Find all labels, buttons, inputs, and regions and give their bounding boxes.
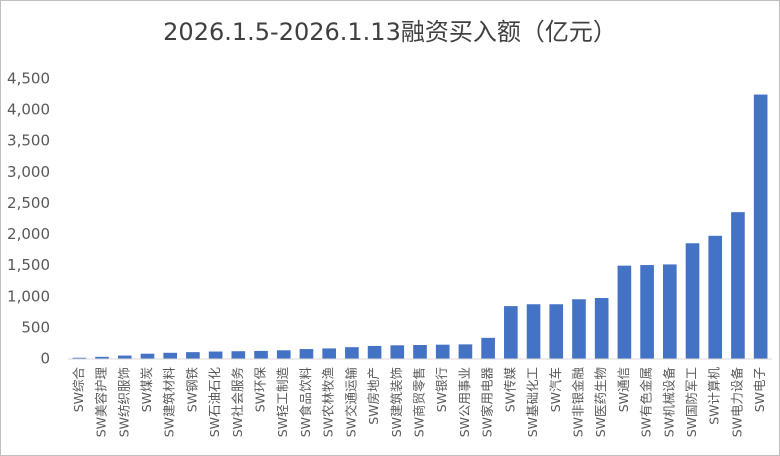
x-tick-label: SW医药生物: [593, 367, 608, 437]
bar: [685, 243, 700, 359]
bar: [390, 345, 405, 359]
x-tick-label: SW轻工制造: [275, 367, 290, 438]
x-tick-label: SW环保: [253, 367, 268, 413]
y-tick-label: 1,500: [7, 256, 50, 274]
x-tick-label: SW家用电器: [480, 367, 495, 438]
x-tick-label: SW商贸零售: [412, 367, 427, 437]
x-tick-label: SW通信: [616, 367, 631, 412]
x-tick-label: SW纺织服饰: [116, 367, 131, 437]
x-tick-label: SW农林牧渔: [321, 367, 336, 437]
bar: [572, 299, 586, 359]
y-tick-label: 2,500: [7, 194, 50, 212]
bar: [753, 94, 768, 360]
bar: [617, 265, 632, 359]
x-tick-label: SW社会服务: [230, 367, 245, 437]
x-tick-label: SW计算机: [707, 367, 722, 425]
bar: [481, 337, 495, 359]
bar: [594, 298, 609, 359]
x-tick-label: SW建筑装饰: [389, 367, 404, 437]
x-tick-label: SW国防军工: [684, 367, 699, 437]
x-tick-label: SW房地产: [366, 367, 381, 425]
bar: [95, 356, 109, 359]
bar: [163, 352, 178, 359]
x-tick-label: SW石油石化: [207, 367, 222, 438]
x-tick-label: SW交通运输: [343, 367, 358, 438]
x-tick-label: SW建筑材料: [162, 367, 177, 438]
y-tick-label: 4,500: [7, 70, 50, 88]
bar: [504, 306, 518, 359]
bar: [322, 348, 336, 359]
y-tick-label: 0: [40, 350, 50, 368]
y-tick-label: 3,500: [7, 132, 50, 150]
bar: [549, 304, 564, 359]
x-tick-label: SW综合: [71, 367, 86, 413]
x-tick-label: SW煤炭: [139, 367, 154, 412]
bar: [435, 344, 450, 359]
y-tick-label: 1,000: [7, 287, 50, 305]
x-tick-label: SW机械设备: [661, 367, 676, 438]
x-tick-label: SW公用事业: [457, 367, 472, 437]
x-tick-label: SW汽车: [548, 367, 563, 412]
y-tick-label: 3,000: [7, 163, 50, 181]
bar: [117, 355, 132, 359]
bar: [299, 349, 314, 359]
y-tick-label: 2,000: [7, 225, 50, 243]
bar: [731, 212, 745, 359]
bar: [526, 304, 541, 359]
x-tick-label: SW电力设备: [729, 367, 744, 438]
x-tick-label: SW美容护理: [94, 367, 109, 438]
x-tick-label: SW食品饮料: [298, 367, 313, 438]
x-tick-label: SW非银金融: [570, 367, 585, 438]
x-tick-label: SW电子: [752, 367, 767, 412]
bar: [208, 351, 223, 359]
bar: [367, 345, 382, 359]
bar: [186, 352, 200, 359]
bar: [72, 357, 87, 359]
y-tick-label: 4,000: [7, 101, 50, 119]
bar: [640, 265, 654, 359]
x-tick-label: SW银行: [434, 367, 449, 412]
bar: [276, 350, 291, 359]
bar: [662, 264, 677, 359]
bar: [345, 347, 359, 359]
x-tick-label: SW基础化工: [525, 367, 540, 437]
bar: [140, 353, 155, 359]
x-tick-label: SW传媒: [502, 367, 517, 413]
y-tick-label: 500: [21, 318, 50, 336]
bar: [708, 235, 723, 359]
bar: [413, 345, 427, 359]
x-tick-label: SW有色金属: [639, 367, 654, 437]
x-tick-label: SW钢铁: [184, 367, 199, 413]
bar: [458, 344, 473, 359]
bar: [231, 351, 246, 359]
chart-title: 2026.1.5-2026.1.13融资买入额（亿元）: [163, 18, 617, 46]
bar: [254, 350, 268, 359]
